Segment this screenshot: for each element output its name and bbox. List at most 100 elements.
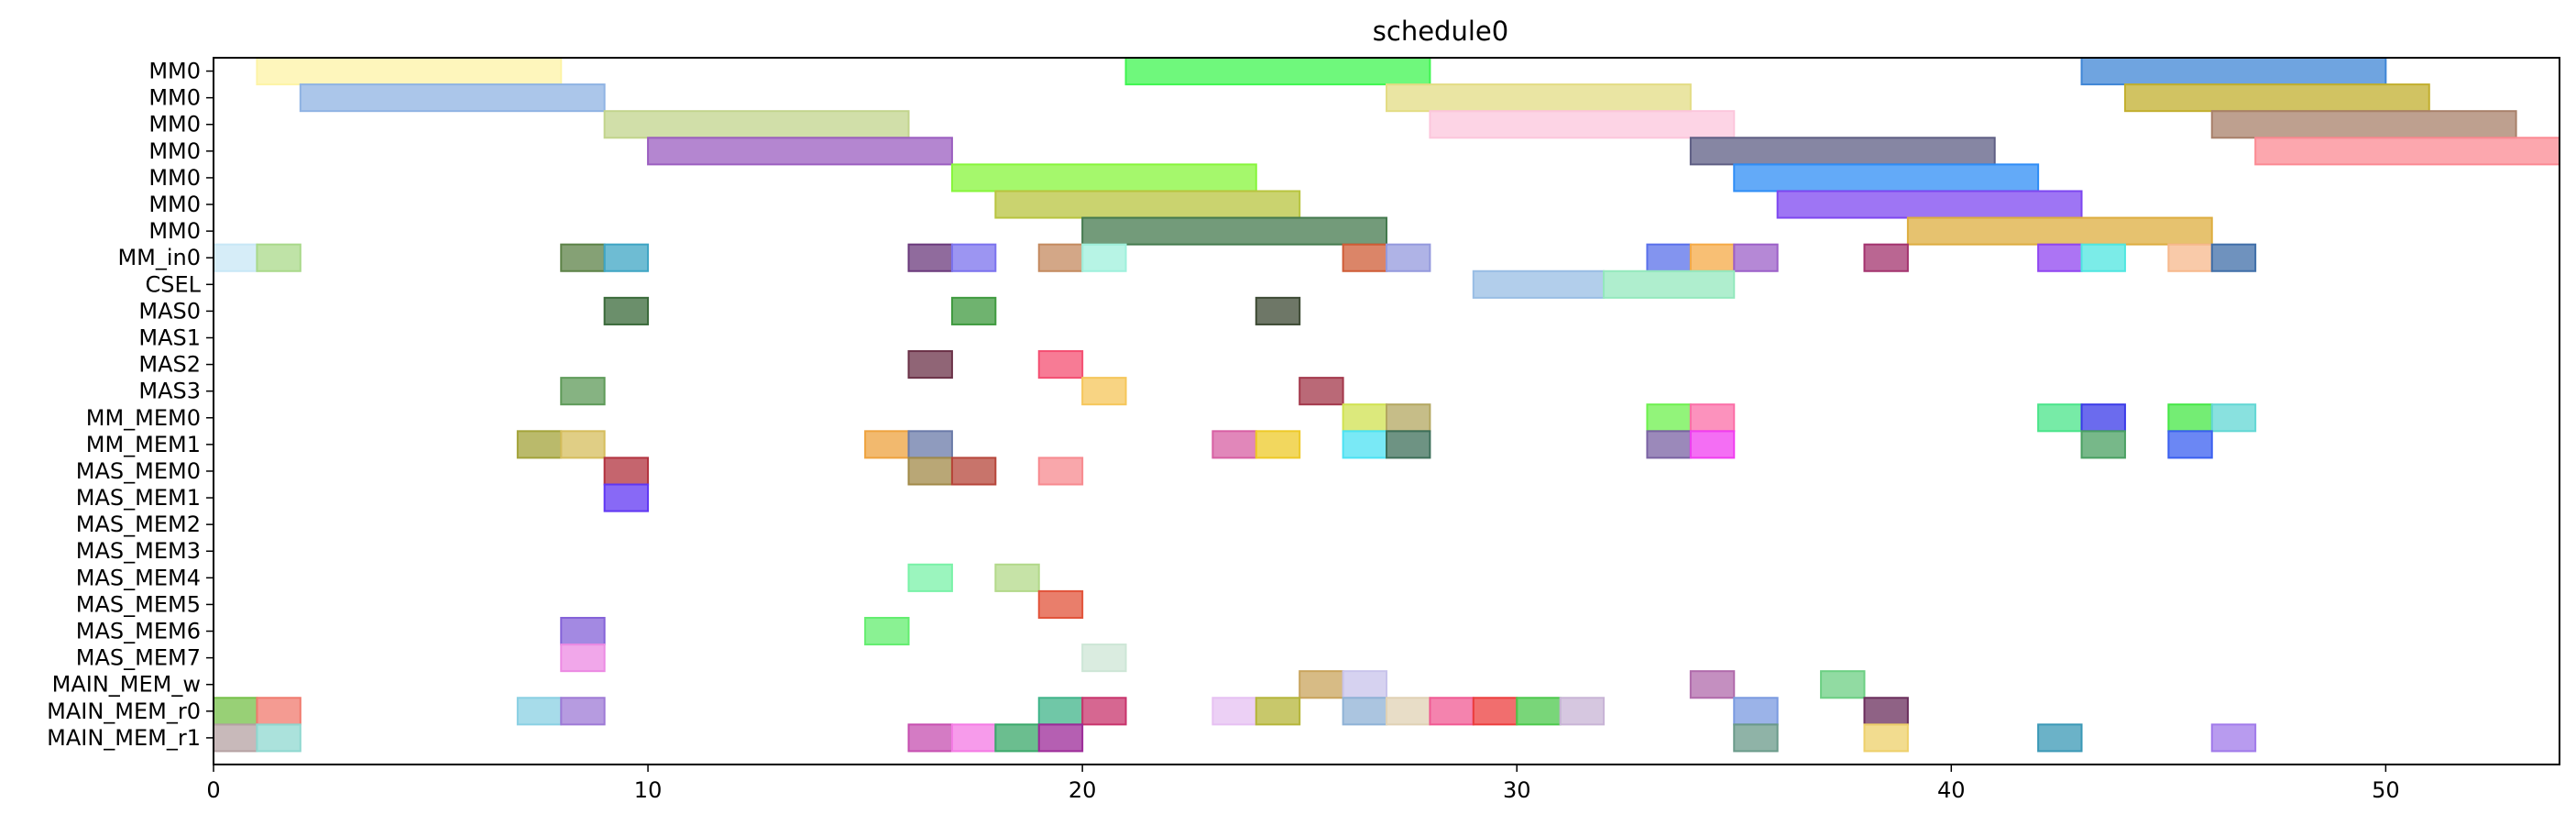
- bar-67: [907, 456, 953, 486]
- bar-38: [603, 296, 650, 325]
- y-tick-label-17: MAS_MEM2: [76, 512, 201, 537]
- bar-100: [907, 723, 953, 753]
- chart-title: schedule0: [1373, 16, 1508, 47]
- y-tick-label-14: MM_MEM1: [86, 432, 201, 457]
- bar-19: [256, 243, 301, 272]
- y-tick-label-7: MM_in0: [117, 245, 201, 270]
- bar-51: [2080, 403, 2126, 433]
- bar-24: [1037, 243, 1084, 272]
- bar-105: [1863, 723, 1909, 753]
- bar-27: [1386, 243, 1431, 272]
- bar-81: [1820, 670, 1866, 699]
- y-tick-label-11: MAS2: [138, 352, 201, 378]
- bar-6: [603, 110, 910, 139]
- bar-102: [994, 723, 1040, 753]
- bar-59: [1255, 430, 1301, 459]
- x-tick-label-1: 10: [634, 777, 663, 803]
- bar-22: [907, 243, 953, 272]
- x-tick-label-4: 40: [1937, 777, 1966, 803]
- bar-63: [1689, 430, 1736, 459]
- y-tick-label-13: MM_MEM0: [86, 405, 201, 431]
- bar-58: [1211, 430, 1257, 459]
- bar-86: [1037, 697, 1084, 726]
- bar-31: [1863, 243, 1909, 272]
- bar-69: [1037, 456, 1084, 486]
- bar-39: [950, 296, 997, 325]
- y-axis-labels: MM0MM0MM0MM0MM0MM0MM0MM_in0CSELMAS0MAS1M…: [47, 59, 214, 751]
- y-tick-label-1: MM0: [148, 85, 201, 111]
- y-tick-label-4: MM0: [148, 165, 201, 191]
- bar-78: [1299, 670, 1344, 699]
- y-tick-label-21: MAS_MEM6: [76, 619, 201, 644]
- bar-66: [603, 456, 650, 486]
- bar-92: [1429, 697, 1474, 726]
- y-tick-label-10: MAS1: [138, 324, 201, 350]
- bar-76: [560, 644, 606, 673]
- bar-26: [1342, 243, 1388, 272]
- bar-0: [256, 57, 563, 86]
- bar-48: [1646, 403, 1692, 433]
- bar-20: [560, 243, 606, 272]
- bar-64: [2080, 430, 2126, 459]
- bar-42: [1037, 350, 1084, 380]
- bar-16: [1081, 216, 1388, 246]
- bar-45: [1299, 377, 1344, 406]
- bar-4: [1386, 83, 1692, 113]
- bar-43: [560, 377, 606, 406]
- bar-93: [1472, 697, 1518, 726]
- bar-14: [994, 190, 1301, 219]
- bars-layer: [213, 57, 2561, 753]
- y-tick-label-12: MAS3: [138, 379, 201, 404]
- bar-90: [1342, 697, 1388, 726]
- bar-75: [864, 616, 910, 646]
- bar-56: [864, 430, 910, 459]
- bar-104: [1733, 723, 1779, 753]
- bar-103: [1037, 723, 1084, 753]
- bar-84: [516, 697, 563, 726]
- bar-94: [1516, 697, 1562, 726]
- bar-55: [560, 430, 606, 459]
- bar-37: [1603, 270, 1736, 299]
- bar-53: [2210, 403, 2257, 433]
- bar-61: [1386, 430, 1431, 459]
- bar-11: [2254, 137, 2561, 166]
- y-tick-label-22: MAS_MEM7: [76, 645, 201, 671]
- y-tick-label-19: MAS_MEM4: [76, 565, 201, 590]
- bar-15: [1776, 190, 2083, 219]
- y-tick-label-8: CSEL: [145, 271, 201, 297]
- bar-34: [2167, 243, 2213, 272]
- bar-21: [603, 243, 650, 272]
- x-tick-label-0: 0: [206, 777, 220, 803]
- bar-74: [560, 616, 606, 646]
- y-tick-label-24: MAIN_MEM_r0: [47, 698, 201, 724]
- y-tick-label-9: MAS0: [138, 298, 201, 324]
- bar-88: [1211, 697, 1257, 726]
- bar-89: [1255, 697, 1301, 726]
- bar-82: [213, 697, 258, 726]
- y-tick-label-15: MAS_MEM0: [76, 458, 201, 484]
- bar-73: [1037, 589, 1084, 619]
- bar-10: [1689, 137, 1996, 166]
- bar-52: [2167, 403, 2213, 433]
- bar-77: [1081, 644, 1127, 673]
- bar-33: [2080, 243, 2126, 272]
- bar-83: [256, 697, 301, 726]
- bar-71: [907, 563, 953, 592]
- plot-frame: [213, 57, 2560, 765]
- bar-68: [950, 456, 997, 486]
- bar-60: [1342, 430, 1388, 459]
- bar-9: [647, 137, 953, 166]
- bar-91: [1386, 697, 1431, 726]
- bar-1: [1124, 57, 1431, 86]
- bar-7: [1429, 110, 1736, 139]
- y-tick-label-3: MM0: [148, 138, 201, 164]
- x-tick-label-3: 30: [1503, 777, 1531, 803]
- bar-70: [603, 483, 650, 512]
- y-tick-label-25: MAIN_MEM_r1: [47, 725, 201, 751]
- bar-23: [950, 243, 997, 272]
- bar-99: [256, 723, 301, 753]
- bar-101: [950, 723, 997, 753]
- bar-41: [907, 350, 953, 380]
- bar-40: [1255, 296, 1301, 325]
